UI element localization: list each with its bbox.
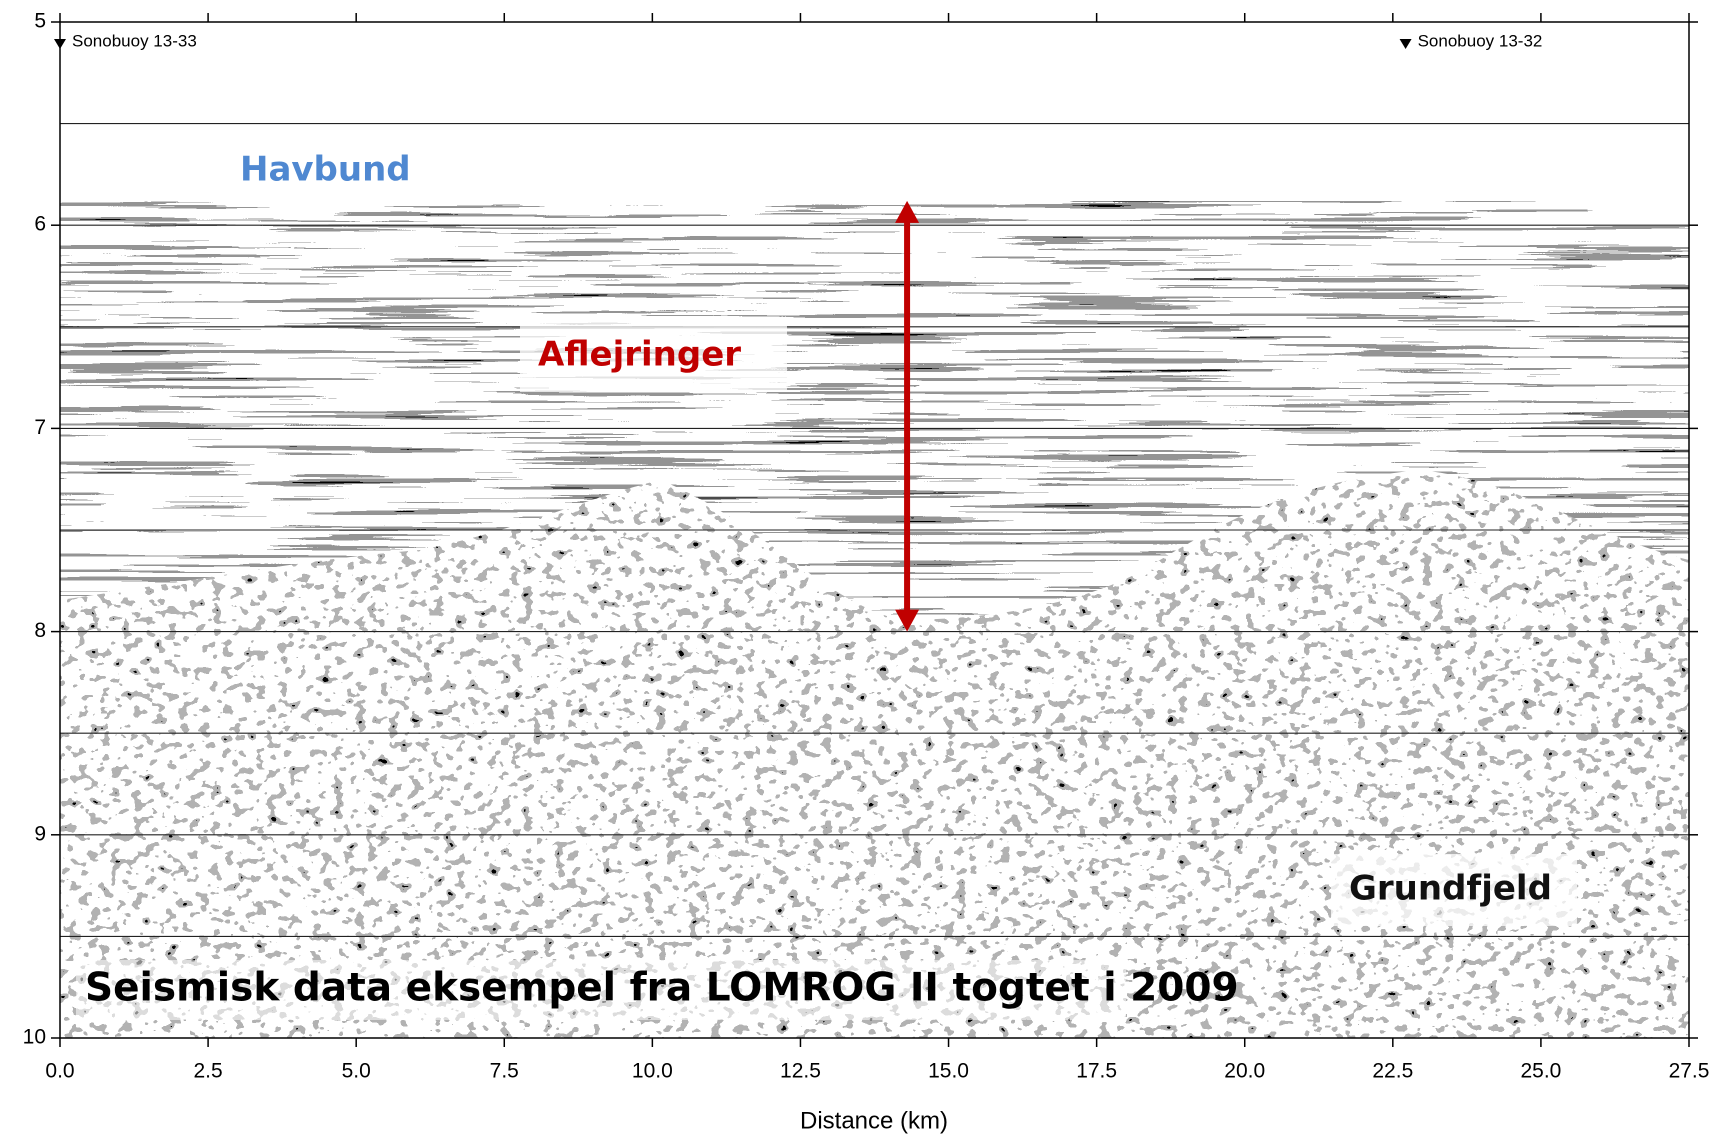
plot-frame xyxy=(59,21,1690,1039)
y-tick-label: 6 xyxy=(34,213,46,236)
x-tick-label: 15.0 xyxy=(928,1060,969,1083)
x-tick-label: 2.5 xyxy=(193,1060,222,1083)
y-tick-label: 5 xyxy=(34,10,46,33)
marker-label: Sonobuoy 13-33 xyxy=(72,31,197,50)
x-tick-label: 20.0 xyxy=(1224,1060,1265,1083)
marker-label: Sonobuoy 13-32 xyxy=(1418,31,1543,50)
marker xyxy=(54,39,66,49)
arrow-head xyxy=(895,200,920,223)
x-tick-label: 7.5 xyxy=(490,1060,519,1083)
title-background xyxy=(76,960,1126,1020)
x-axis-label: Distance (km) xyxy=(800,1107,948,1134)
label-background xyxy=(1331,854,1577,926)
x-tick-label: 25.0 xyxy=(1520,1060,1561,1083)
y-tick-label: 9 xyxy=(34,822,46,845)
y-tick-label: 10 xyxy=(23,1026,46,1049)
x-tick-label: 5.0 xyxy=(342,1060,371,1083)
annotation: Aflejringer xyxy=(538,335,741,375)
marker xyxy=(1399,39,1412,49)
x-tick-label: 17.5 xyxy=(1076,1060,1117,1083)
annotation: Grundfjeld xyxy=(1349,869,1552,909)
x-tick-label: 0.0 xyxy=(45,1060,74,1083)
x-tick-label: 12.5 xyxy=(780,1060,821,1083)
y-tick-label: 7 xyxy=(34,416,46,439)
x-tick-label: 22.5 xyxy=(1372,1060,1413,1083)
arrow-head xyxy=(895,609,920,632)
y-tick-label: 8 xyxy=(34,619,46,642)
x-tick-label: 27.5 xyxy=(1669,1060,1710,1083)
x-tick-label: 10.0 xyxy=(632,1060,673,1083)
chart-title: Seismisk data eksempel fra LOMROG II tog… xyxy=(85,966,1239,1011)
annotation: Havbund xyxy=(240,150,411,190)
label-background xyxy=(520,320,787,392)
